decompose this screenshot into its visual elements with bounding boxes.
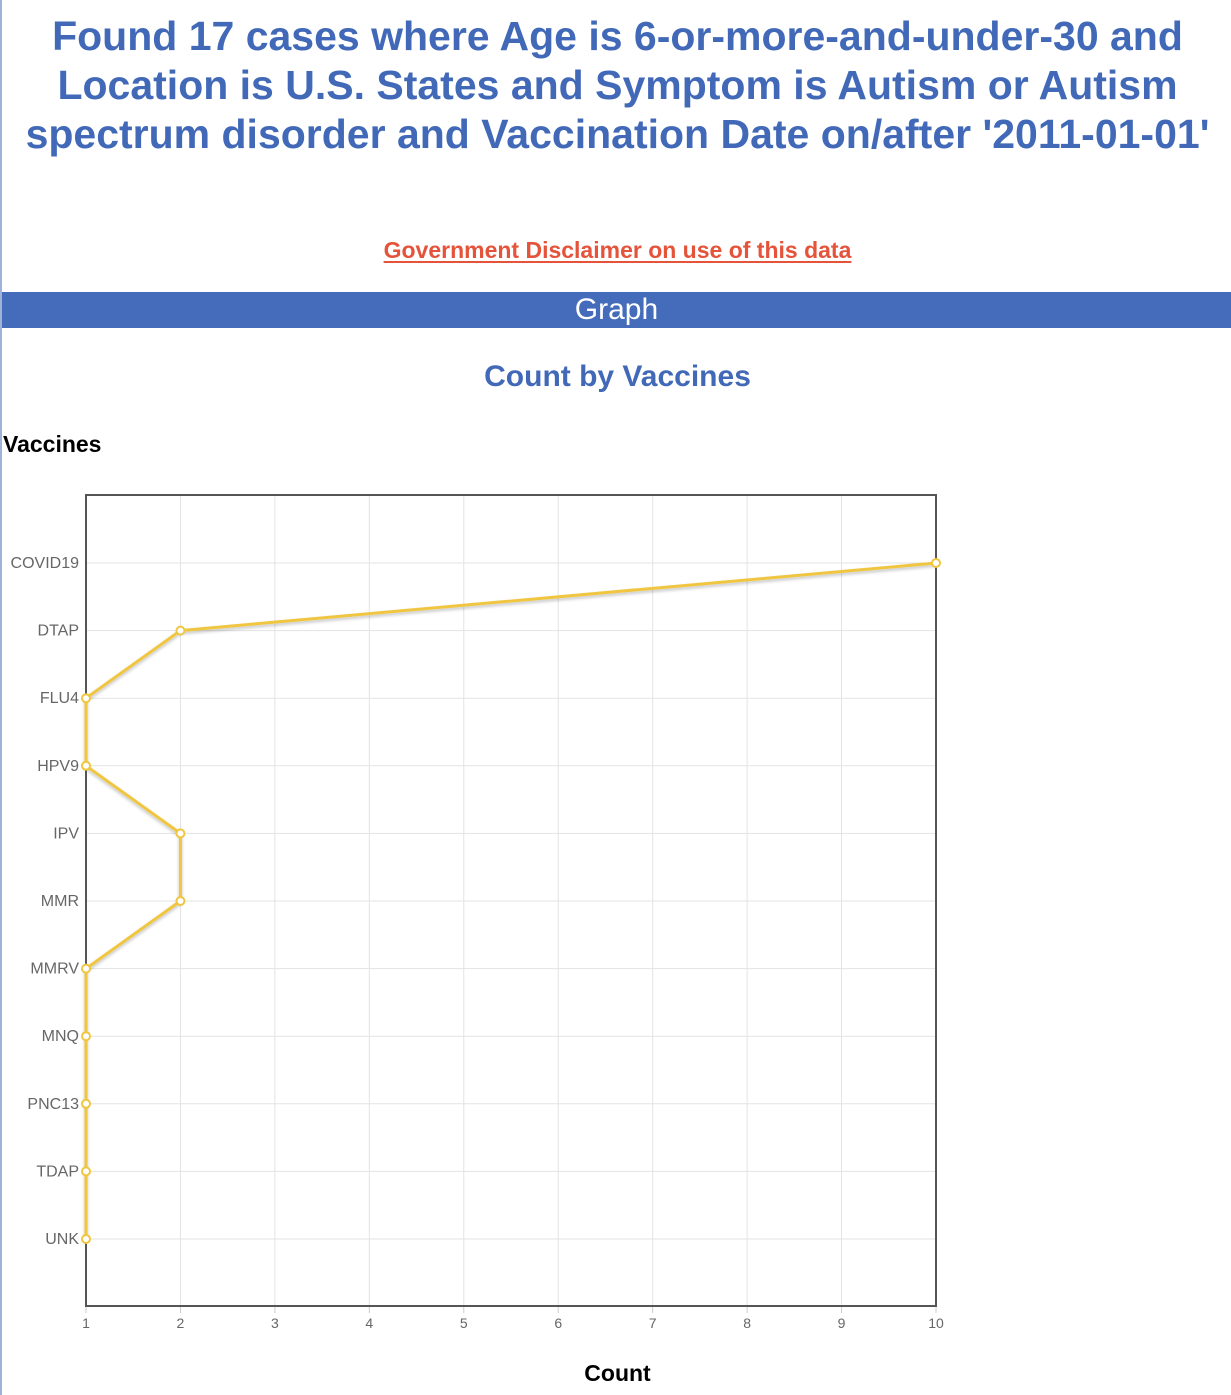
- data-point-mmrv: [81, 963, 91, 974]
- data-point-unk: [81, 1234, 91, 1244]
- y-tick-label: IPV: [53, 825, 79, 842]
- y-tick-label: COVID19: [11, 555, 80, 572]
- x-tick-label: 9: [838, 1315, 846, 1331]
- disclaimer-link[interactable]: Government Disclaimer on use of this dat…: [383, 237, 852, 263]
- data-point-hpv9: [81, 760, 91, 771]
- y-tick-label: DTAP: [38, 623, 79, 640]
- x-tick-label: 6: [554, 1315, 562, 1331]
- y-tick-label: PNC13: [27, 1096, 79, 1113]
- graph-section-header: Graph: [2, 292, 1231, 328]
- x-tick-label: 8: [743, 1315, 751, 1331]
- x-tick-label: 7: [649, 1315, 657, 1331]
- y-tick-label: HPV9: [37, 758, 79, 775]
- data-point-tdap: [81, 1166, 91, 1177]
- page-title: Found 17 cases where Age is 6-or-more-an…: [25, 13, 1210, 157]
- x-tick-label: 3: [271, 1315, 279, 1331]
- x-tick-label: 5: [460, 1315, 468, 1331]
- data-point-mnq: [81, 1031, 91, 1042]
- left-border: [0, 0, 2, 1395]
- data-point-ipv: [175, 828, 186, 839]
- chart-title: Count by Vaccines: [484, 360, 751, 393]
- y-tick-label: FLU4: [40, 690, 79, 707]
- data-point-dtap: [175, 625, 186, 636]
- x-axis-title: Count: [584, 1360, 651, 1386]
- y-tick-label: MMRV: [30, 961, 79, 978]
- y-axis-title: Vaccines: [3, 431, 102, 457]
- y-tick-label: MNQ: [42, 1028, 79, 1045]
- data-point-mmr: [175, 896, 186, 906]
- y-tick-label: TDAP: [36, 1163, 79, 1180]
- y-tick-label: UNK: [45, 1231, 79, 1248]
- x-tick-label: 2: [177, 1315, 185, 1331]
- x-tick-label: 4: [365, 1315, 373, 1331]
- data-point-flu4: [81, 693, 91, 704]
- x-tick-label: 10: [928, 1315, 944, 1331]
- data-point-pnc13: [81, 1098, 91, 1109]
- plot-frame: [85, 494, 937, 1307]
- x-tick-label: 1: [82, 1315, 90, 1331]
- data-point-covid19: [931, 558, 941, 568]
- y-tick-label: MMR: [41, 893, 79, 910]
